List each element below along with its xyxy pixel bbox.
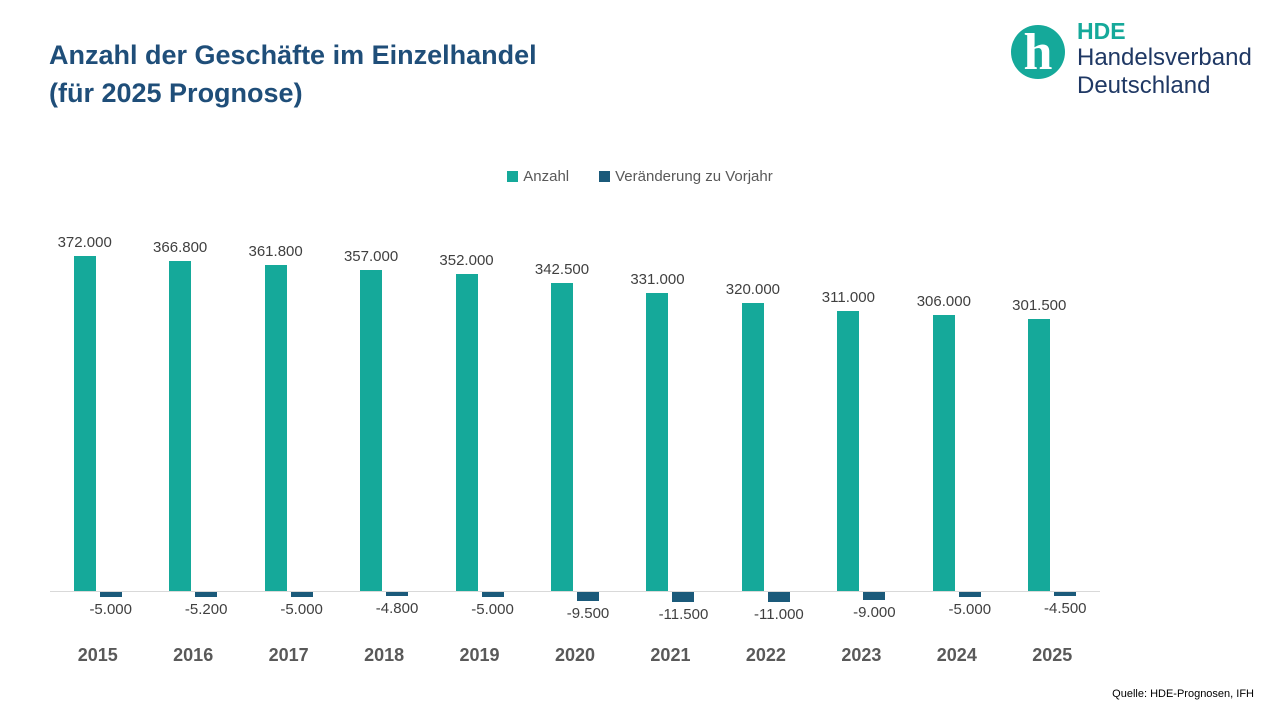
hde-logo-text: HDE Handelsverband Deutschland	[1077, 18, 1252, 100]
chart-legend: Anzahl Veränderung zu Vorjahr	[0, 168, 1280, 185]
legend-label-anzahl: Anzahl	[523, 168, 570, 185]
bar-veraenderung-2015	[99, 592, 122, 597]
legend-label-veraenderung: Veränderung zu Vorjahr	[615, 168, 773, 185]
delta-label-2018: -4.800	[375, 600, 419, 617]
value-label-2017: 361.800	[248, 243, 303, 260]
delta-label-2022: -11.000	[754, 606, 804, 623]
value-label-2024: 306.000	[916, 293, 971, 310]
delta-label-2016: -5.200	[184, 601, 228, 618]
bar-veraenderung-2016	[195, 592, 218, 597]
year-label-2016: 2016	[173, 645, 214, 665]
bar-anzahl-2020	[551, 283, 573, 591]
bar-anzahl-2025	[1028, 319, 1051, 591]
legend-item-veraenderung: Veränderung zu Vorjahr	[599, 168, 773, 185]
delta-label-2020: -9.500	[566, 605, 610, 622]
title-line-2: (für 2025 Prognose)	[49, 78, 303, 108]
bar-veraenderung-2020	[577, 592, 599, 601]
bar-veraenderung-2025	[1054, 592, 1077, 596]
year-label-2018: 2018	[364, 645, 405, 665]
value-label-2021: 331.000	[630, 271, 685, 288]
value-label-2019: 352.000	[439, 252, 494, 269]
year-label-2024: 2024	[936, 645, 977, 665]
logo-line-1: Handelsverband	[1077, 44, 1252, 71]
svg-text:h: h	[1024, 24, 1053, 81]
delta-label-2015: -5.000	[89, 601, 132, 618]
year-label-2020: 2020	[554, 645, 596, 665]
bar-anzahl-2018	[360, 270, 383, 591]
bar-veraenderung-2018	[386, 592, 409, 596]
delta-label-2017: -5.000	[280, 601, 323, 618]
value-label-2022: 320.000	[725, 281, 781, 298]
bar-veraenderung-2022	[767, 592, 790, 602]
legend-swatch-anzahl	[507, 171, 519, 182]
delta-label-2021: -11.500	[658, 606, 709, 623]
bar-anzahl-2023	[837, 311, 860, 591]
delta-label-2024: -5.000	[948, 601, 992, 618]
bar-anzahl-2016	[169, 261, 192, 591]
source-note: Quelle: HDE-Prognosen, IFH	[1112, 688, 1254, 700]
logo-line-2: Deutschland	[1077, 72, 1211, 99]
page-title: Anzahl der Geschäfte im Einzelhandel (fü…	[49, 36, 537, 112]
year-label-2025: 2025	[1032, 645, 1073, 665]
value-label-2023: 311.000	[821, 289, 875, 306]
title-line-1: Anzahl der Geschäfte im Einzelhandel	[49, 40, 537, 70]
legend-swatch-veraenderung	[599, 171, 611, 182]
year-label-2019: 2019	[459, 645, 500, 665]
bar-veraenderung-2023	[863, 592, 886, 600]
value-label-2018: 357.000	[343, 248, 399, 265]
year-label-2022: 2022	[745, 645, 786, 665]
hde-logo-icon: h	[1010, 18, 1068, 87]
logo-abbr: HDE	[1077, 18, 1126, 44]
value-label-2025: 301.500	[1012, 297, 1067, 314]
year-label-2015: 2015	[77, 645, 118, 665]
value-label-2020: 342.500	[534, 261, 590, 278]
delta-label-2019: -5.000	[471, 601, 514, 618]
bar-anzahl-2015	[73, 256, 96, 591]
year-label-2023: 2023	[841, 645, 882, 665]
bar-anzahl-2024	[932, 315, 955, 591]
bar-veraenderung-2017	[290, 592, 313, 597]
x-axis-line	[50, 591, 1100, 592]
delta-label-2025: -4.500	[1043, 600, 1087, 617]
bar-anzahl-2019	[455, 274, 478, 591]
bar-veraenderung-2024	[958, 592, 981, 597]
bar-anzahl-2021	[646, 293, 669, 591]
bar-veraenderung-2021	[672, 592, 695, 602]
year-label-2021: 2021	[650, 645, 691, 665]
year-label-2017: 2017	[268, 645, 309, 665]
bar-anzahl-2017	[264, 265, 287, 591]
delta-label-2023: -9.000	[853, 604, 896, 621]
bar-anzahl-2022	[741, 303, 764, 591]
bar-veraenderung-2019	[481, 592, 504, 597]
hde-logo: h HDE Handelsverband Deutschland	[1010, 18, 1252, 100]
legend-item-anzahl: Anzahl	[507, 168, 569, 185]
value-label-2016: 366.800	[153, 239, 208, 256]
value-label-2015: 372.000	[57, 234, 112, 251]
